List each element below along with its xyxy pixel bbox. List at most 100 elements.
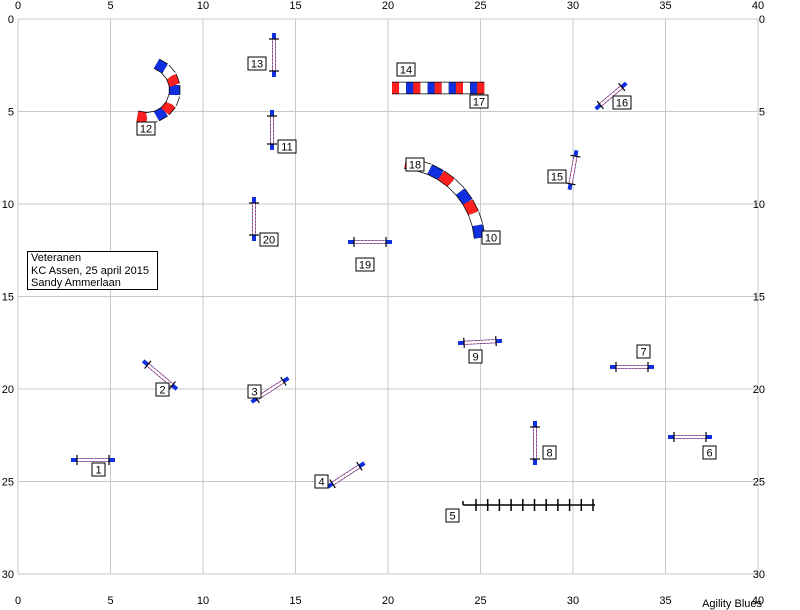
tunnel-segment xyxy=(154,59,168,73)
obstacle-number-13: 13 xyxy=(247,56,267,71)
number-label: 13 xyxy=(251,59,263,71)
number-label: 2 xyxy=(159,385,165,397)
x-tick-label: 0 xyxy=(15,0,21,12)
x-tick-label: 40 xyxy=(752,0,764,12)
tunnel-segment xyxy=(456,188,472,205)
obstacle-number-15: 15 xyxy=(547,169,567,184)
number-box xyxy=(636,344,651,359)
number-box xyxy=(547,169,567,184)
tunnel-segment xyxy=(463,199,479,216)
hurdle-13 xyxy=(269,33,279,77)
tunnel-segment xyxy=(447,179,464,196)
number-box xyxy=(314,474,329,489)
x-tick-label: 40 xyxy=(752,595,764,607)
hurdle-bar xyxy=(76,458,110,462)
x-tick-label: 15 xyxy=(289,595,301,607)
obstacle-number-8: 8 xyxy=(542,445,557,460)
y-tick-label: 15 xyxy=(2,292,14,304)
number-box xyxy=(247,384,262,399)
number-label: 15 xyxy=(551,172,563,184)
obstacle-number-12: 12 xyxy=(136,121,156,136)
y-tick-label: 10 xyxy=(2,199,14,211)
tunnel-segment xyxy=(161,100,176,115)
tunnel-segment xyxy=(161,65,176,80)
x-tick-label: 30 xyxy=(567,595,579,607)
obstacle-number-6: 6 xyxy=(702,445,717,460)
obstacle-number-1: 1 xyxy=(91,462,106,477)
obstacle-number-9: 9 xyxy=(468,349,483,364)
tunnel-segment xyxy=(136,111,148,123)
x-tick-label: 25 xyxy=(474,0,486,12)
number-label: 11 xyxy=(281,142,292,154)
hurdle-1 xyxy=(71,455,115,465)
obstacle-number-20: 20 xyxy=(259,232,279,247)
hurdle-stand xyxy=(565,182,576,186)
obstacle-number-3: 3 xyxy=(247,384,262,399)
x-tick-label: 5 xyxy=(107,595,113,607)
number-box xyxy=(468,349,483,364)
number-box xyxy=(91,462,106,477)
x-tick-label: 20 xyxy=(382,595,394,607)
tunnel-segment xyxy=(438,171,455,187)
number-label: 20 xyxy=(263,235,275,247)
y-tick-label: 20 xyxy=(2,384,14,396)
number-label: 1 xyxy=(95,465,101,477)
tunnel-18-10 xyxy=(404,157,486,239)
hurdle-8 xyxy=(530,421,540,465)
hurdle-6 xyxy=(668,432,712,442)
tunnel-segment xyxy=(166,93,180,106)
obstacle-number-14: 14 xyxy=(396,62,416,77)
hurdle-stand xyxy=(144,360,152,369)
course-info-box: Veteranen KC Assen, 25 april 2015 Sandy … xyxy=(27,251,158,290)
x-tick-label: 35 xyxy=(659,595,671,607)
hurdle-stand xyxy=(168,381,176,390)
number-label: 18 xyxy=(409,160,421,172)
x-tick-label: 5 xyxy=(107,0,113,12)
y-tick-label: 30 xyxy=(753,569,765,581)
hurdle-stand xyxy=(570,154,581,158)
obstacle-number-16: 16 xyxy=(612,95,632,110)
number-label: 6 xyxy=(706,448,712,460)
hurdle-bar xyxy=(353,240,387,244)
hurdle-7 xyxy=(610,362,654,372)
obstacle-number-5: 5 xyxy=(445,508,460,523)
brand-label: Agility Blues xyxy=(702,598,762,610)
number-label: 16 xyxy=(616,98,628,110)
number-box xyxy=(259,232,279,247)
x-tick-label: 10 xyxy=(197,0,209,12)
tunnel-12 xyxy=(136,58,181,124)
hurdle-4 xyxy=(326,461,366,489)
course-judge: Sandy Ammerlaan xyxy=(31,277,121,289)
hurdle-bar xyxy=(533,426,537,460)
hurdle-15 xyxy=(565,149,581,191)
number-box xyxy=(612,95,632,110)
hurdle-20 xyxy=(249,197,259,241)
tunnel-segment xyxy=(154,107,168,121)
hurdle-bar xyxy=(673,435,707,439)
y-tick-label: 15 xyxy=(753,292,765,304)
obstacle-number-2: 2 xyxy=(155,382,170,397)
number-box xyxy=(155,382,170,397)
tunnel-segment xyxy=(472,224,485,239)
course-event: KC Assen, 25 april 2015 xyxy=(31,264,150,277)
grid xyxy=(17,18,759,575)
number-box xyxy=(396,62,416,77)
y-tick-label: 0 xyxy=(759,14,765,26)
number-label: 10 xyxy=(485,233,497,245)
number-box xyxy=(542,445,557,460)
number-box xyxy=(136,121,156,136)
weave-poles-5 xyxy=(462,499,595,511)
hurdle-stand xyxy=(618,82,626,92)
number-box xyxy=(405,157,425,172)
hurdle-9 xyxy=(457,336,503,348)
obstacle-number-10: 10 xyxy=(481,230,501,245)
number-box xyxy=(355,257,375,272)
hurdle-11 xyxy=(267,110,277,150)
hurdle-stand xyxy=(356,461,363,471)
hurdle-bar xyxy=(270,115,274,145)
course-class: Veteranen xyxy=(31,252,82,264)
number-box xyxy=(277,139,297,154)
x-tick-label: 25 xyxy=(474,595,486,607)
